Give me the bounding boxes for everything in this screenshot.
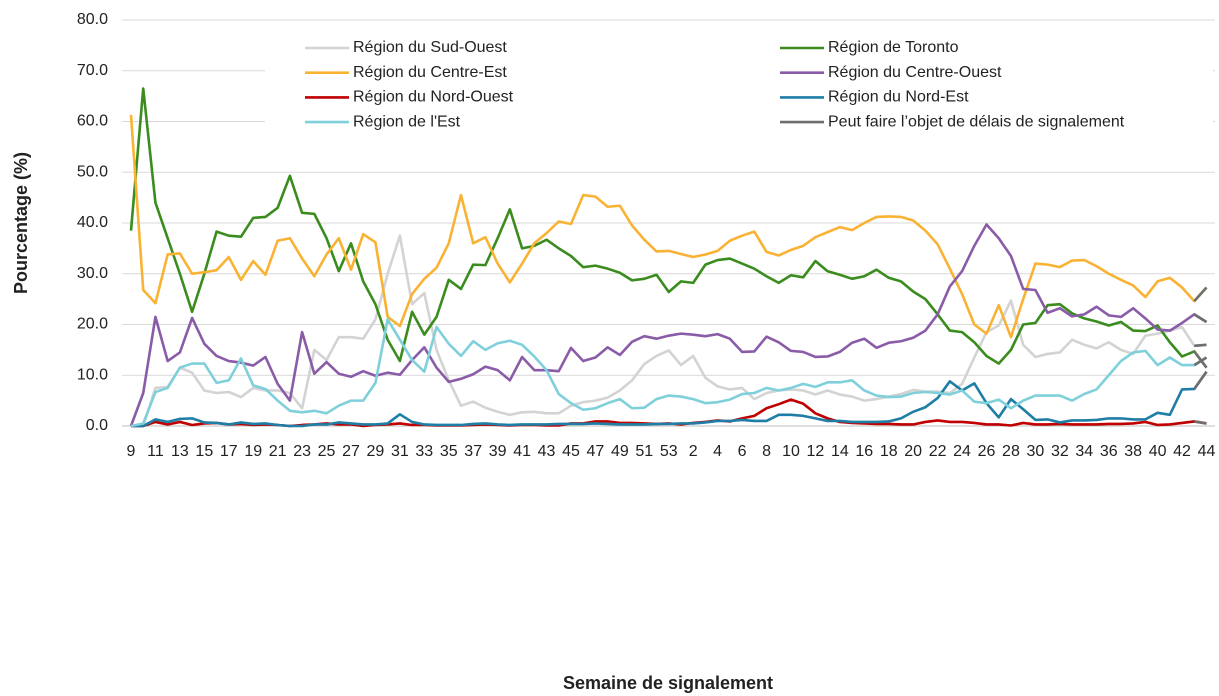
x-tick-label: 51 <box>635 443 653 460</box>
x-tick-label: 45 <box>562 443 580 460</box>
x-tick-label: 2 <box>689 443 698 460</box>
x-tick-label: 11 <box>147 443 164 460</box>
legend-label: Peut faire l’objet de délais de signalem… <box>828 113 1125 130</box>
delay-line <box>1193 313 1208 324</box>
x-tick-label: 41 <box>513 443 531 460</box>
delay-line <box>1193 370 1208 390</box>
y-tick-label: 80.0 <box>77 11 108 28</box>
delay-line <box>1194 343 1207 348</box>
y-tick-label: 0.0 <box>86 417 108 434</box>
x-tick-label: 35 <box>440 443 458 460</box>
x-tick-label: 20 <box>904 443 922 460</box>
legend-label: Région du Nord-Ouest <box>353 89 514 106</box>
y-tick-label: 70.0 <box>77 62 108 79</box>
x-tick-label: 18 <box>880 443 898 460</box>
x-tick-label: 28 <box>1002 443 1020 460</box>
x-tick-label: 37 <box>464 443 482 460</box>
series-line <box>131 234 1207 428</box>
y-axis-title: Pourcentage (%) <box>11 152 31 294</box>
legend-label: Région du Centre-Ouest <box>828 64 1002 81</box>
legend-label: Région du Sud-Ouest <box>353 39 507 56</box>
legend-box <box>265 30 1213 138</box>
x-tick-label: 6 <box>738 443 747 460</box>
x-tick-label: 4 <box>713 443 722 460</box>
x-tick-label: 33 <box>415 443 433 460</box>
delay-line <box>1193 286 1208 303</box>
x-tick-label: 16 <box>855 443 873 460</box>
series-line <box>129 114 1208 339</box>
x-tick-label: 21 <box>269 443 287 460</box>
x-tick-label: 39 <box>489 443 507 460</box>
x-tick-label: 9 <box>127 443 136 460</box>
x-tick-label: 10 <box>782 443 800 460</box>
y-tick-label: 50.0 <box>77 163 108 180</box>
y-tick-label: 10.0 <box>77 366 108 383</box>
x-axis-title: Semaine de signalement <box>563 673 773 693</box>
x-tick-label: 49 <box>611 443 629 460</box>
x-tick-label: 12 <box>807 443 825 460</box>
y-tick-label: 30.0 <box>77 265 108 282</box>
y-tick-label: 20.0 <box>77 316 108 333</box>
x-tick-label: 13 <box>171 443 189 460</box>
legend-label: Région de Toronto <box>828 39 959 56</box>
x-tick-label: 30 <box>1026 443 1044 460</box>
y-tick-label: 40.0 <box>77 214 108 231</box>
series-line <box>130 318 1208 428</box>
x-tick-label: 27 <box>342 443 360 460</box>
x-tick-label: 26 <box>978 443 996 460</box>
x-tick-label: 17 <box>220 443 238 460</box>
x-tick-label: 24 <box>953 443 971 460</box>
x-tick-label: 42 <box>1173 443 1191 460</box>
x-tick-label: 25 <box>318 443 336 460</box>
x-tick-label: 29 <box>367 443 385 460</box>
delay-line <box>1194 420 1207 425</box>
delay-line <box>1193 356 1208 367</box>
x-tick-label: 36 <box>1100 443 1118 460</box>
x-tick-label: 40 <box>1149 443 1167 460</box>
series-line <box>131 370 1208 428</box>
x-tick-label: 34 <box>1075 443 1093 460</box>
x-tick-label: 47 <box>587 443 605 460</box>
x-tick-label: 31 <box>391 443 409 460</box>
series-line <box>129 87 1208 369</box>
x-tick-label: 22 <box>929 443 947 460</box>
x-tick-label: 32 <box>1051 443 1069 460</box>
legend-label: Région de l'Est <box>353 113 461 130</box>
legend-label: Région du Nord-Est <box>828 89 969 106</box>
series-line <box>129 223 1208 427</box>
x-tick-label: 53 <box>660 443 678 460</box>
x-tick-label: 43 <box>538 443 556 460</box>
x-tick-label: 14 <box>831 443 849 460</box>
x-tick-label: 19 <box>244 443 262 460</box>
delay-line <box>1193 350 1208 369</box>
x-tick-label: 15 <box>195 443 213 460</box>
x-tick-label: 23 <box>293 443 311 460</box>
y-tick-label: 60.0 <box>77 113 108 130</box>
legend-label: Région du Centre-Est <box>353 64 507 81</box>
x-tick-label: 8 <box>762 443 771 460</box>
x-tick-label: 38 <box>1124 443 1142 460</box>
x-tick-label: 44 <box>1198 443 1216 460</box>
series-line <box>131 398 1207 428</box>
